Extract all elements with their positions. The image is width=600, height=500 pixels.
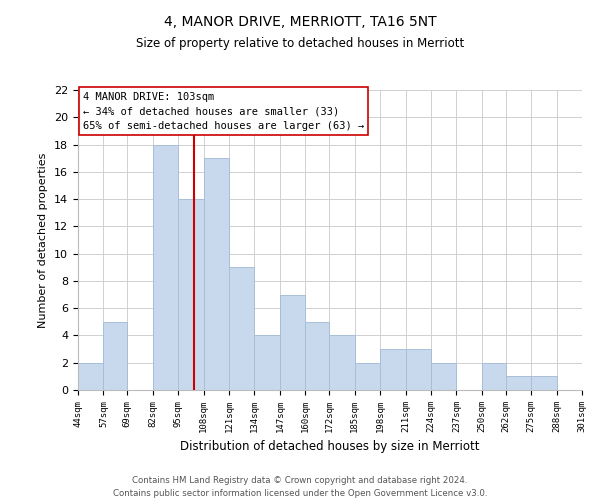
Text: 4 MANOR DRIVE: 103sqm
← 34% of detached houses are smaller (33)
65% of semi-deta: 4 MANOR DRIVE: 103sqm ← 34% of detached … bbox=[83, 92, 364, 131]
Bar bbox=[152, 144, 178, 390]
X-axis label: Distribution of detached houses by size in Merriott: Distribution of detached houses by size … bbox=[180, 440, 480, 454]
Bar bbox=[254, 336, 280, 390]
Bar bbox=[506, 376, 531, 390]
Text: Contains HM Land Registry data © Crown copyright and database right 2024.
Contai: Contains HM Land Registry data © Crown c… bbox=[113, 476, 487, 498]
Text: 4, MANOR DRIVE, MERRIOTT, TA16 5NT: 4, MANOR DRIVE, MERRIOTT, TA16 5NT bbox=[164, 15, 436, 29]
Y-axis label: Number of detached properties: Number of detached properties bbox=[38, 152, 49, 328]
Bar bbox=[103, 322, 127, 390]
Bar bbox=[380, 349, 406, 390]
Bar bbox=[229, 268, 254, 390]
Bar bbox=[305, 322, 329, 390]
Bar bbox=[280, 294, 305, 390]
Text: Size of property relative to detached houses in Merriott: Size of property relative to detached ho… bbox=[136, 38, 464, 51]
Bar bbox=[355, 362, 380, 390]
Bar bbox=[482, 362, 506, 390]
Bar bbox=[178, 199, 203, 390]
Bar bbox=[431, 362, 457, 390]
Bar bbox=[406, 349, 431, 390]
Bar bbox=[203, 158, 229, 390]
Bar bbox=[329, 336, 355, 390]
Bar bbox=[78, 362, 103, 390]
Bar bbox=[531, 376, 557, 390]
